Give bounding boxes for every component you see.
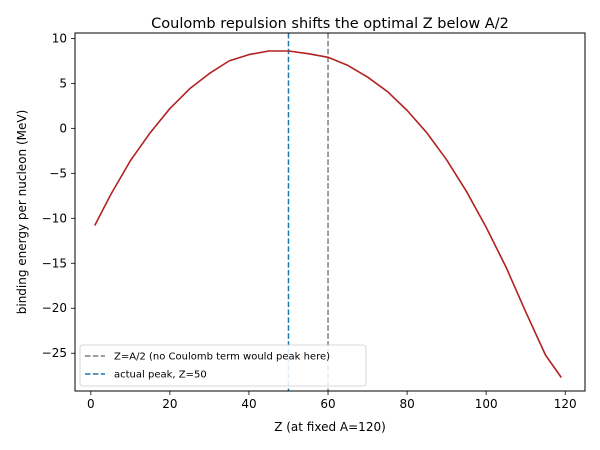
x-tick-label: 80	[399, 397, 414, 411]
x-tick-label: 20	[162, 397, 177, 411]
legend-box	[79, 344, 367, 387]
y-tick-label: 5	[59, 76, 67, 90]
x-axis-label: Z (at fixed A=120)	[274, 420, 386, 434]
x-tick-label: 40	[241, 397, 256, 411]
y-axis: −25 −20 −15 −10 −5 0 5 10	[42, 31, 75, 360]
y-tick-label: −15	[42, 256, 67, 270]
plot-frame	[74, 32, 586, 392]
legend-label-1: Z=A/2 (no Coulomb term would peak here)	[114, 352, 330, 363]
x-tick-label: 100	[475, 397, 498, 411]
y-tick-label: −5	[49, 166, 67, 180]
x-tick-label: 60	[320, 397, 335, 411]
y-tick-label: −20	[42, 301, 67, 315]
legend-label-2: actual peak, Z=50	[114, 370, 207, 381]
y-tick-label: 0	[59, 121, 67, 135]
y-tick-label: −25	[42, 346, 67, 360]
x-axis: 0 20 40 60 80 100 120	[87, 391, 577, 411]
chart-title: Coulomb repulsion shifts the optimal Z b…	[151, 16, 509, 32]
legend: Z=A/2 (no Coulomb term would peak here) a…	[79, 344, 367, 387]
y-tick-label: 10	[52, 31, 67, 45]
plot-area	[94, 33, 562, 391]
x-tick-label: 0	[87, 397, 95, 411]
y-tick-label: −10	[42, 211, 67, 225]
x-tick-label: 120	[554, 397, 577, 411]
binding-energy-curve	[94, 50, 562, 378]
y-axis-label: binding energy per nucleon (MeV)	[15, 110, 29, 315]
